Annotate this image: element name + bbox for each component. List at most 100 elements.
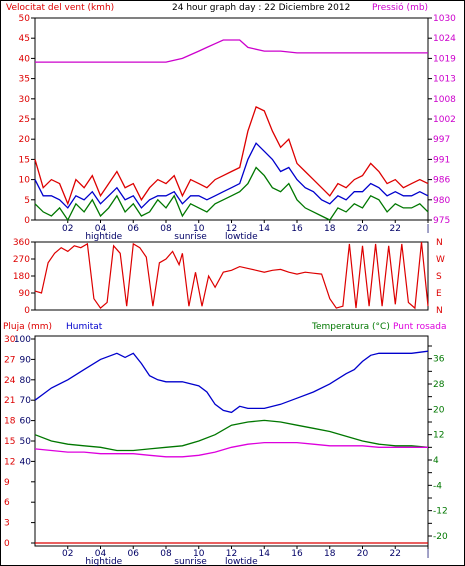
hour-tick-label: 14 [259, 224, 271, 234]
dewpoint-axis-title: Punt rosada [393, 322, 447, 332]
temperature-tick-label: -4 [433, 481, 442, 491]
wind-series-line-2 [34, 142, 429, 209]
temperature-tick-label: -20 [433, 532, 448, 542]
pressure-tick-label: 1030 [433, 14, 456, 24]
event-marker-label: sunrise [174, 232, 207, 242]
humidity-tick-label: 60 [20, 417, 32, 427]
wind-series-line-3 [34, 166, 429, 222]
hour-tick-label: 04 [95, 224, 107, 234]
pressure-tick-label: 980 [433, 196, 450, 206]
direction-degree-label: 270 [13, 255, 30, 265]
humidity-tick-label: 70 [20, 396, 32, 406]
temperature-tick-label: 4 [433, 456, 439, 466]
rain-tick-label: 30 [4, 335, 16, 345]
chart-title: 24 hour graph day : 22 Diciembre 2012 [172, 3, 350, 13]
hour-tick-label: 22 [390, 549, 401, 559]
compass-label: N [436, 306, 443, 316]
hour-tick-label: 16 [291, 224, 303, 234]
rain-axis-title: Pluja (mm) [3, 322, 52, 332]
hour-tick-label: 02 [62, 549, 73, 559]
event-marker-label: lowtide [225, 557, 258, 566]
rain-tick-label: 18 [4, 417, 16, 427]
hour-tick-label: 18 [324, 224, 336, 234]
wind-tick-label: 0 [24, 216, 30, 226]
wind-tick-label: 20 [19, 135, 31, 145]
pressure-tick-label: 975 [433, 216, 450, 226]
wind-tick-label: 35 [19, 75, 30, 85]
rain-tick-label: 21 [4, 396, 15, 406]
rain-tick-label: 15 [4, 437, 15, 447]
temperature-tick-label: 28 [433, 380, 445, 390]
compass-label: N [436, 238, 443, 248]
direction-degree-label: 0 [24, 306, 30, 316]
weather-series-line-0 [34, 350, 429, 414]
direction-degree-label: 360 [13, 238, 30, 248]
pressure-tick-label: 1024 [433, 34, 456, 44]
pressure-axis-title: Pressió (mb) [372, 2, 428, 13]
panel3-plot-area [34, 335, 429, 547]
wind-series-line-0 [35, 39, 428, 63]
rain-tick-label: 6 [4, 498, 10, 508]
wind-tick-label: 15 [19, 155, 30, 165]
hour-tick-label: 08 [160, 224, 172, 234]
rain-tick-label: 12 [4, 457, 15, 467]
wind-tick-label: 50 [19, 14, 31, 24]
wind-tick-label: 40 [19, 54, 31, 64]
weather-series-line-2 [34, 441, 428, 458]
hour-tick-label: 12 [226, 549, 237, 559]
event-marker-label: hightide [85, 557, 122, 566]
hour-tick-label: 10 [193, 224, 205, 234]
rain-tick-label: 9 [4, 478, 10, 488]
pressure-tick-label: 1019 [433, 54, 456, 64]
wind-tick-label: 30 [19, 95, 31, 105]
wind-series-line-1 [34, 105, 429, 206]
direction-degree-label: 180 [13, 272, 30, 282]
compass-label: W [436, 255, 445, 265]
weather-series-line-1 [34, 419, 429, 452]
wind-direction-line [34, 241, 429, 310]
wind-tick-label: 5 [24, 196, 30, 206]
pressure-tick-label: 997 [433, 135, 450, 145]
humidity-axis-title: Humitat [66, 322, 103, 332]
wind-tick-label: 25 [19, 115, 30, 125]
compass-label: E [436, 289, 442, 299]
wind-tick-label: 10 [19, 176, 31, 186]
hour-tick-label: 18 [324, 549, 336, 559]
hour-tick-label: 06 [128, 549, 140, 559]
event-marker-label: hightide [85, 232, 122, 242]
panel1-plot-area [34, 17, 429, 221]
wind-tick-label: 45 [19, 34, 30, 44]
temperature-tick-label: -12 [433, 507, 448, 517]
rain-tick-label: 24 [4, 376, 16, 386]
temperature-tick-label: 36 [433, 355, 445, 365]
hour-tick-label: | [426, 549, 429, 559]
rain-tick-label: 0 [4, 539, 10, 549]
humidity-tick-label: 100 [14, 335, 31, 345]
hour-tick-label: 06 [128, 224, 140, 234]
humidity-tick-label: 50 [20, 437, 32, 447]
temperature-tick-label: 12 [433, 431, 444, 441]
hour-tick-label: 04 [95, 549, 107, 559]
hour-tick-label: 02 [62, 224, 73, 234]
hour-tick-label: 08 [160, 549, 172, 559]
pressure-tick-label: 1008 [433, 95, 456, 105]
event-marker-label: sunrise [174, 557, 207, 566]
humidity-tick-label: 40 [20, 457, 32, 467]
hour-tick-label: 10 [193, 549, 205, 559]
rain-tick-label: 3 [4, 519, 10, 529]
hour-tick-label: 22 [390, 224, 401, 234]
pressure-tick-label: 991 [433, 155, 450, 165]
event-marker-label: lowtide [225, 232, 258, 242]
humidity-tick-label: 80 [20, 376, 32, 386]
pressure-tick-label: 1013 [433, 75, 456, 85]
pressure-tick-label: 1002 [433, 115, 456, 125]
hour-tick-label: 20 [357, 224, 369, 234]
hour-tick-label: 20 [357, 549, 369, 559]
temperature-tick-label: 20 [433, 405, 445, 415]
direction-degree-label: 90 [19, 289, 31, 299]
hour-tick-label: | [426, 224, 429, 234]
pressure-tick-label: 986 [433, 176, 450, 186]
wind-axis-title: Velocitat del vent (kmh) [6, 3, 114, 13]
hour-tick-label: 12 [226, 224, 237, 234]
